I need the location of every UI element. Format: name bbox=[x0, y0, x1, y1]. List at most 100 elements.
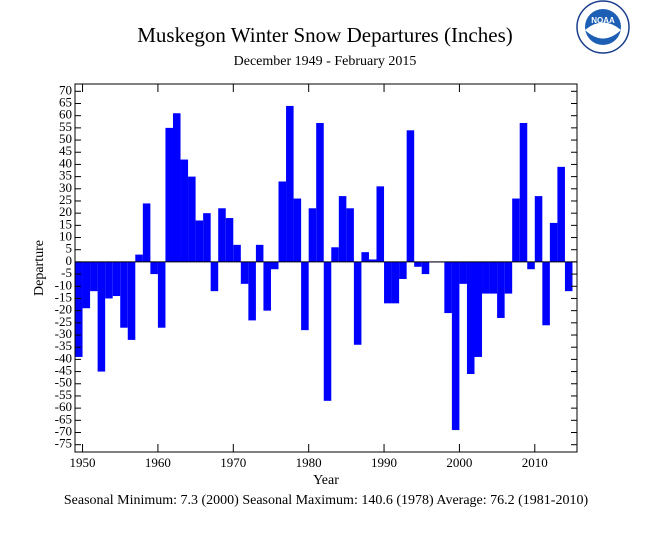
y-tick-label: 40 bbox=[59, 155, 72, 170]
bar bbox=[75, 261, 83, 357]
y-tick-label: -5 bbox=[61, 265, 72, 280]
bar bbox=[564, 261, 573, 292]
y-tick-label: 55 bbox=[59, 119, 72, 134]
y-tick-label: 10 bbox=[59, 229, 72, 244]
bar bbox=[210, 261, 219, 292]
bar bbox=[165, 127, 173, 262]
x-tick-label: 2000 bbox=[446, 455, 472, 470]
bar bbox=[127, 261, 136, 340]
bar bbox=[346, 208, 354, 262]
bar bbox=[180, 159, 189, 262]
x-tick-label: 1950 bbox=[70, 455, 96, 470]
bar bbox=[512, 198, 520, 262]
logo-bird bbox=[585, 22, 621, 39]
y-tick-label: 70 bbox=[59, 82, 72, 97]
bar bbox=[188, 176, 196, 262]
bar bbox=[240, 261, 249, 284]
bar bbox=[497, 261, 505, 318]
bar bbox=[195, 220, 204, 262]
bar bbox=[218, 208, 226, 262]
bar bbox=[338, 196, 347, 262]
bar bbox=[323, 261, 332, 401]
bar bbox=[97, 261, 106, 372]
bar bbox=[82, 261, 91, 309]
bar bbox=[466, 261, 475, 375]
y-tick-label: 45 bbox=[59, 143, 72, 158]
bar bbox=[557, 166, 565, 262]
bar bbox=[414, 261, 422, 267]
bar bbox=[270, 261, 279, 270]
y-tick-label: 65 bbox=[59, 94, 72, 109]
bar bbox=[142, 203, 151, 262]
bar bbox=[391, 261, 400, 304]
bar bbox=[203, 213, 211, 262]
plot-frame bbox=[74, 83, 578, 453]
y-tick-label: 20 bbox=[59, 204, 72, 219]
bar bbox=[90, 261, 98, 292]
y-tick-label: -70 bbox=[55, 423, 72, 438]
bar bbox=[444, 261, 452, 314]
bar bbox=[399, 261, 407, 279]
y-tick-label: 50 bbox=[59, 131, 72, 146]
bar bbox=[233, 244, 241, 262]
noaa-logo: NOAA bbox=[576, 0, 630, 54]
bar bbox=[534, 196, 543, 262]
x-axis-label: Year bbox=[313, 473, 339, 488]
bar bbox=[406, 130, 415, 262]
bar bbox=[120, 261, 128, 328]
y-tick-label: -20 bbox=[55, 302, 72, 317]
bar bbox=[353, 261, 362, 345]
y-tick-label: -15 bbox=[55, 289, 72, 304]
y-tick-label: 15 bbox=[59, 216, 72, 231]
x-tick-label: 1970 bbox=[220, 455, 246, 470]
y-tick-label: -60 bbox=[55, 399, 72, 414]
x-tick-label: 1980 bbox=[296, 455, 322, 470]
bar bbox=[361, 252, 369, 262]
x-tick-label: 1960 bbox=[145, 455, 171, 470]
y-tick-label: -25 bbox=[55, 314, 72, 329]
bar bbox=[331, 247, 339, 262]
y-axis-label: Departure bbox=[32, 240, 47, 296]
bar bbox=[157, 261, 166, 328]
y-tick-label: -30 bbox=[55, 326, 72, 341]
bar bbox=[316, 122, 324, 262]
bar bbox=[482, 261, 490, 294]
y-tick-label: 30 bbox=[59, 180, 72, 195]
bar bbox=[376, 186, 385, 262]
bar bbox=[308, 208, 317, 262]
bar bbox=[172, 113, 181, 262]
bar bbox=[421, 261, 430, 275]
bar bbox=[451, 261, 460, 431]
bar bbox=[301, 261, 309, 331]
y-tick-label: -40 bbox=[55, 350, 72, 365]
y-tick-label: 0 bbox=[66, 253, 73, 268]
y-tick-label: -55 bbox=[55, 387, 72, 402]
bar bbox=[459, 261, 467, 284]
bar bbox=[248, 261, 256, 321]
bar bbox=[519, 122, 528, 262]
bar bbox=[474, 261, 483, 357]
y-tick-label: 25 bbox=[59, 192, 72, 207]
x-tick-label: 2010 bbox=[522, 455, 548, 470]
y-tick-label: -65 bbox=[55, 411, 72, 426]
y-tick-label: -50 bbox=[55, 375, 72, 390]
y-tick-label: -10 bbox=[55, 277, 72, 292]
bar bbox=[293, 198, 302, 262]
logo-text: NOAA bbox=[591, 16, 615, 25]
chart-subtitle: December 1949 - February 2015 bbox=[234, 54, 417, 69]
bar bbox=[384, 261, 392, 304]
bar bbox=[504, 261, 513, 294]
bar bbox=[542, 261, 550, 326]
y-tick-label: -75 bbox=[55, 436, 72, 451]
y-tick-label: 35 bbox=[59, 168, 72, 183]
bar bbox=[255, 244, 264, 262]
bar bbox=[263, 261, 271, 311]
y-tick-label: 5 bbox=[66, 241, 73, 256]
y-tick-label: -35 bbox=[55, 338, 72, 353]
bar bbox=[105, 261, 113, 299]
y-tick-label: -45 bbox=[55, 363, 72, 378]
bar bbox=[278, 181, 287, 262]
footnote: Seasonal Minimum: 7.3 (2000) Seasonal Ma… bbox=[64, 493, 589, 508]
